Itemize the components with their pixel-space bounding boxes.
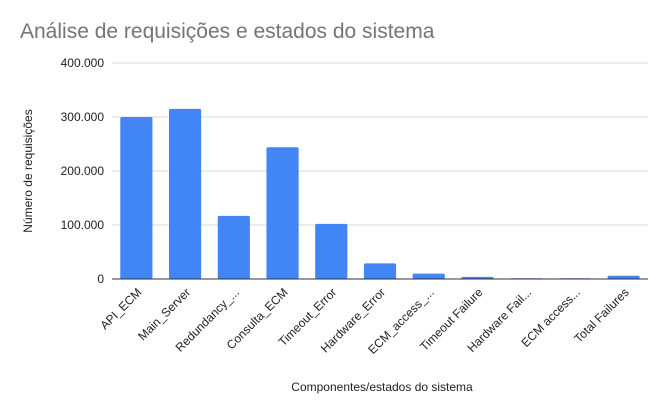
bar bbox=[169, 108, 202, 280]
y-axis-title: Número de requisições bbox=[21, 109, 35, 232]
bar bbox=[120, 117, 153, 279]
gridlines bbox=[112, 62, 648, 226]
y-tick-labels: 0 100.000 200.000 300.000 400.000 bbox=[61, 56, 105, 286]
x-axis-title: Componentes/estados do sistema bbox=[291, 380, 473, 394]
bar bbox=[461, 276, 494, 279]
x-tick-labels: API_ECMMain_ServerRedundancy_...Consulta… bbox=[97, 285, 631, 357]
y-tick-label: 400.000 bbox=[61, 56, 105, 70]
y-tick-label: 300.000 bbox=[61, 110, 105, 124]
x-tick-label: API_ECM bbox=[97, 285, 144, 332]
bar bbox=[363, 263, 397, 279]
bar bbox=[412, 273, 445, 279]
bars bbox=[120, 108, 640, 280]
y-tick-label: 0 bbox=[97, 272, 104, 286]
bar bbox=[217, 215, 250, 279]
bar bbox=[607, 275, 640, 279]
bar bbox=[266, 147, 299, 279]
bar bbox=[315, 223, 348, 279]
chart-title: Análise de requisições e estados do sist… bbox=[20, 20, 435, 43]
y-tick-label: 200.000 bbox=[61, 164, 105, 178]
y-tick-label: 100.000 bbox=[61, 218, 105, 232]
